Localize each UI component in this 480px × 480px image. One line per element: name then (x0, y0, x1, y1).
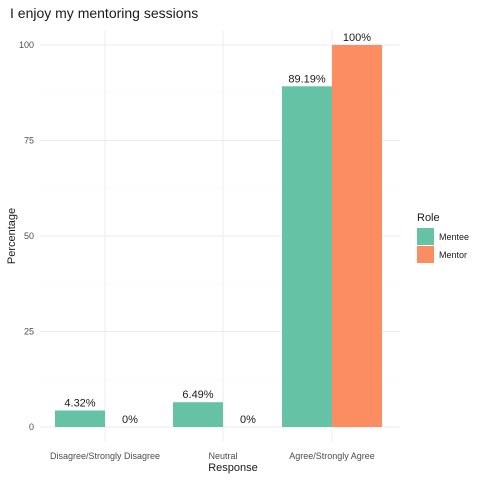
y-tick-label: 0 (29, 422, 34, 432)
data-label-mentor-2: 0% (240, 414, 256, 426)
legend-label-mentee: Mentee (439, 232, 469, 242)
y-tick-label: 50 (24, 231, 34, 241)
legend-label-mentor: Mentor (439, 250, 467, 260)
bar-mentor-3 (332, 45, 382, 427)
chart-title: I enjoy my mentoring sessions (10, 5, 198, 21)
y-tick-label: 75 (24, 136, 34, 146)
legend: Role Mentee Mentor (417, 212, 469, 263)
data-label-mentor-3: 100% (343, 32, 371, 44)
data-label-mentee-1: 4.32% (64, 397, 95, 409)
bar-mentee-2 (173, 402, 223, 427)
x-axis-ticks: Disagree/Strongly Disagree Neutral Agree/S… (50, 451, 375, 461)
y-axis-ticks: 0 25 50 75 100 (19, 40, 34, 432)
x-tick-label: Disagree/Strongly Disagree (50, 451, 160, 461)
y-tick-label: 100 (19, 40, 34, 50)
bar-mentee-1 (55, 410, 105, 427)
bars (55, 45, 382, 428)
y-tick-label: 25 (24, 327, 34, 337)
x-tick-label: Agree/Strongly Agree (289, 451, 375, 461)
data-label-mentee-3: 89.19% (288, 73, 326, 85)
legend-swatch-mentee (417, 228, 434, 245)
data-label-mentee-2: 6.49% (182, 389, 213, 401)
legend-title: Role (417, 212, 440, 224)
x-axis-title: Response (208, 462, 258, 474)
legend-swatch-mentor (417, 246, 434, 263)
bar-mentee-3 (282, 86, 332, 428)
x-tick-label: Neutral (208, 451, 237, 461)
y-axis-title: Percentage (6, 208, 18, 264)
data-label-mentor-1: 0% (122, 414, 138, 426)
data-labels: 4.32% 6.49% 89.19% 0% 0% 100% (64, 32, 371, 426)
